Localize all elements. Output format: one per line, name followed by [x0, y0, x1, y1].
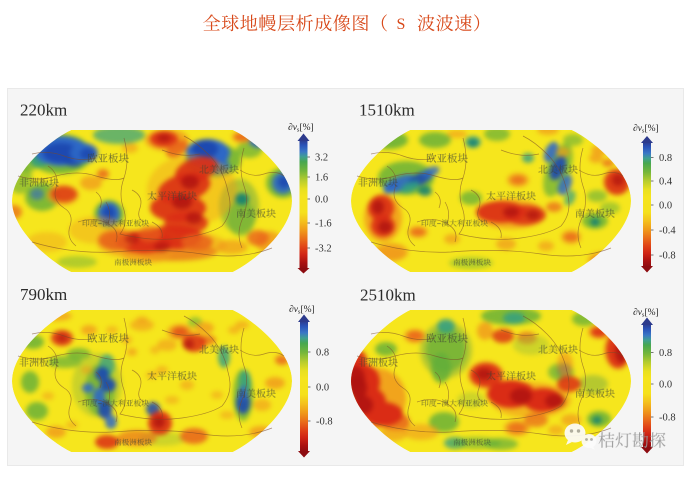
- svg-text:-3.2: -3.2: [315, 244, 332, 255]
- svg-text:∂vs[%]: ∂vs[%]: [289, 305, 315, 316]
- svg-text:0.0: 0.0: [659, 380, 672, 391]
- svg-text:-1.6: -1.6: [315, 219, 332, 230]
- svg-text:-0.8: -0.8: [659, 251, 676, 262]
- svg-text:1.6: 1.6: [315, 173, 328, 184]
- svg-text:S: S: [397, 16, 406, 33]
- svg-text:790km: 790km: [20, 285, 67, 304]
- svg-text:∂vs[%]: ∂vs[%]: [633, 308, 659, 319]
- svg-text:-0.8: -0.8: [316, 417, 333, 428]
- svg-text:-0.4: -0.4: [659, 226, 676, 237]
- svg-text:2510km: 2510km: [360, 286, 416, 305]
- svg-text:0.0: 0.0: [659, 201, 672, 212]
- svg-text:0.4: 0.4: [659, 177, 673, 188]
- svg-text:0.8: 0.8: [316, 348, 329, 359]
- svg-text:220km: 220km: [20, 101, 67, 120]
- svg-text:3.2: 3.2: [315, 153, 328, 164]
- svg-text:1510km: 1510km: [359, 101, 415, 120]
- svg-text:0.8: 0.8: [659, 348, 672, 359]
- svg-text:0.8: 0.8: [659, 153, 672, 164]
- svg-text:∂vs[%]: ∂vs[%]: [633, 124, 659, 135]
- svg-text:-0.8: -0.8: [659, 413, 676, 424]
- svg-text:0.0: 0.0: [316, 383, 329, 394]
- svg-text:∂vs[%]: ∂vs[%]: [288, 123, 314, 134]
- svg-text:0.0: 0.0: [315, 195, 328, 206]
